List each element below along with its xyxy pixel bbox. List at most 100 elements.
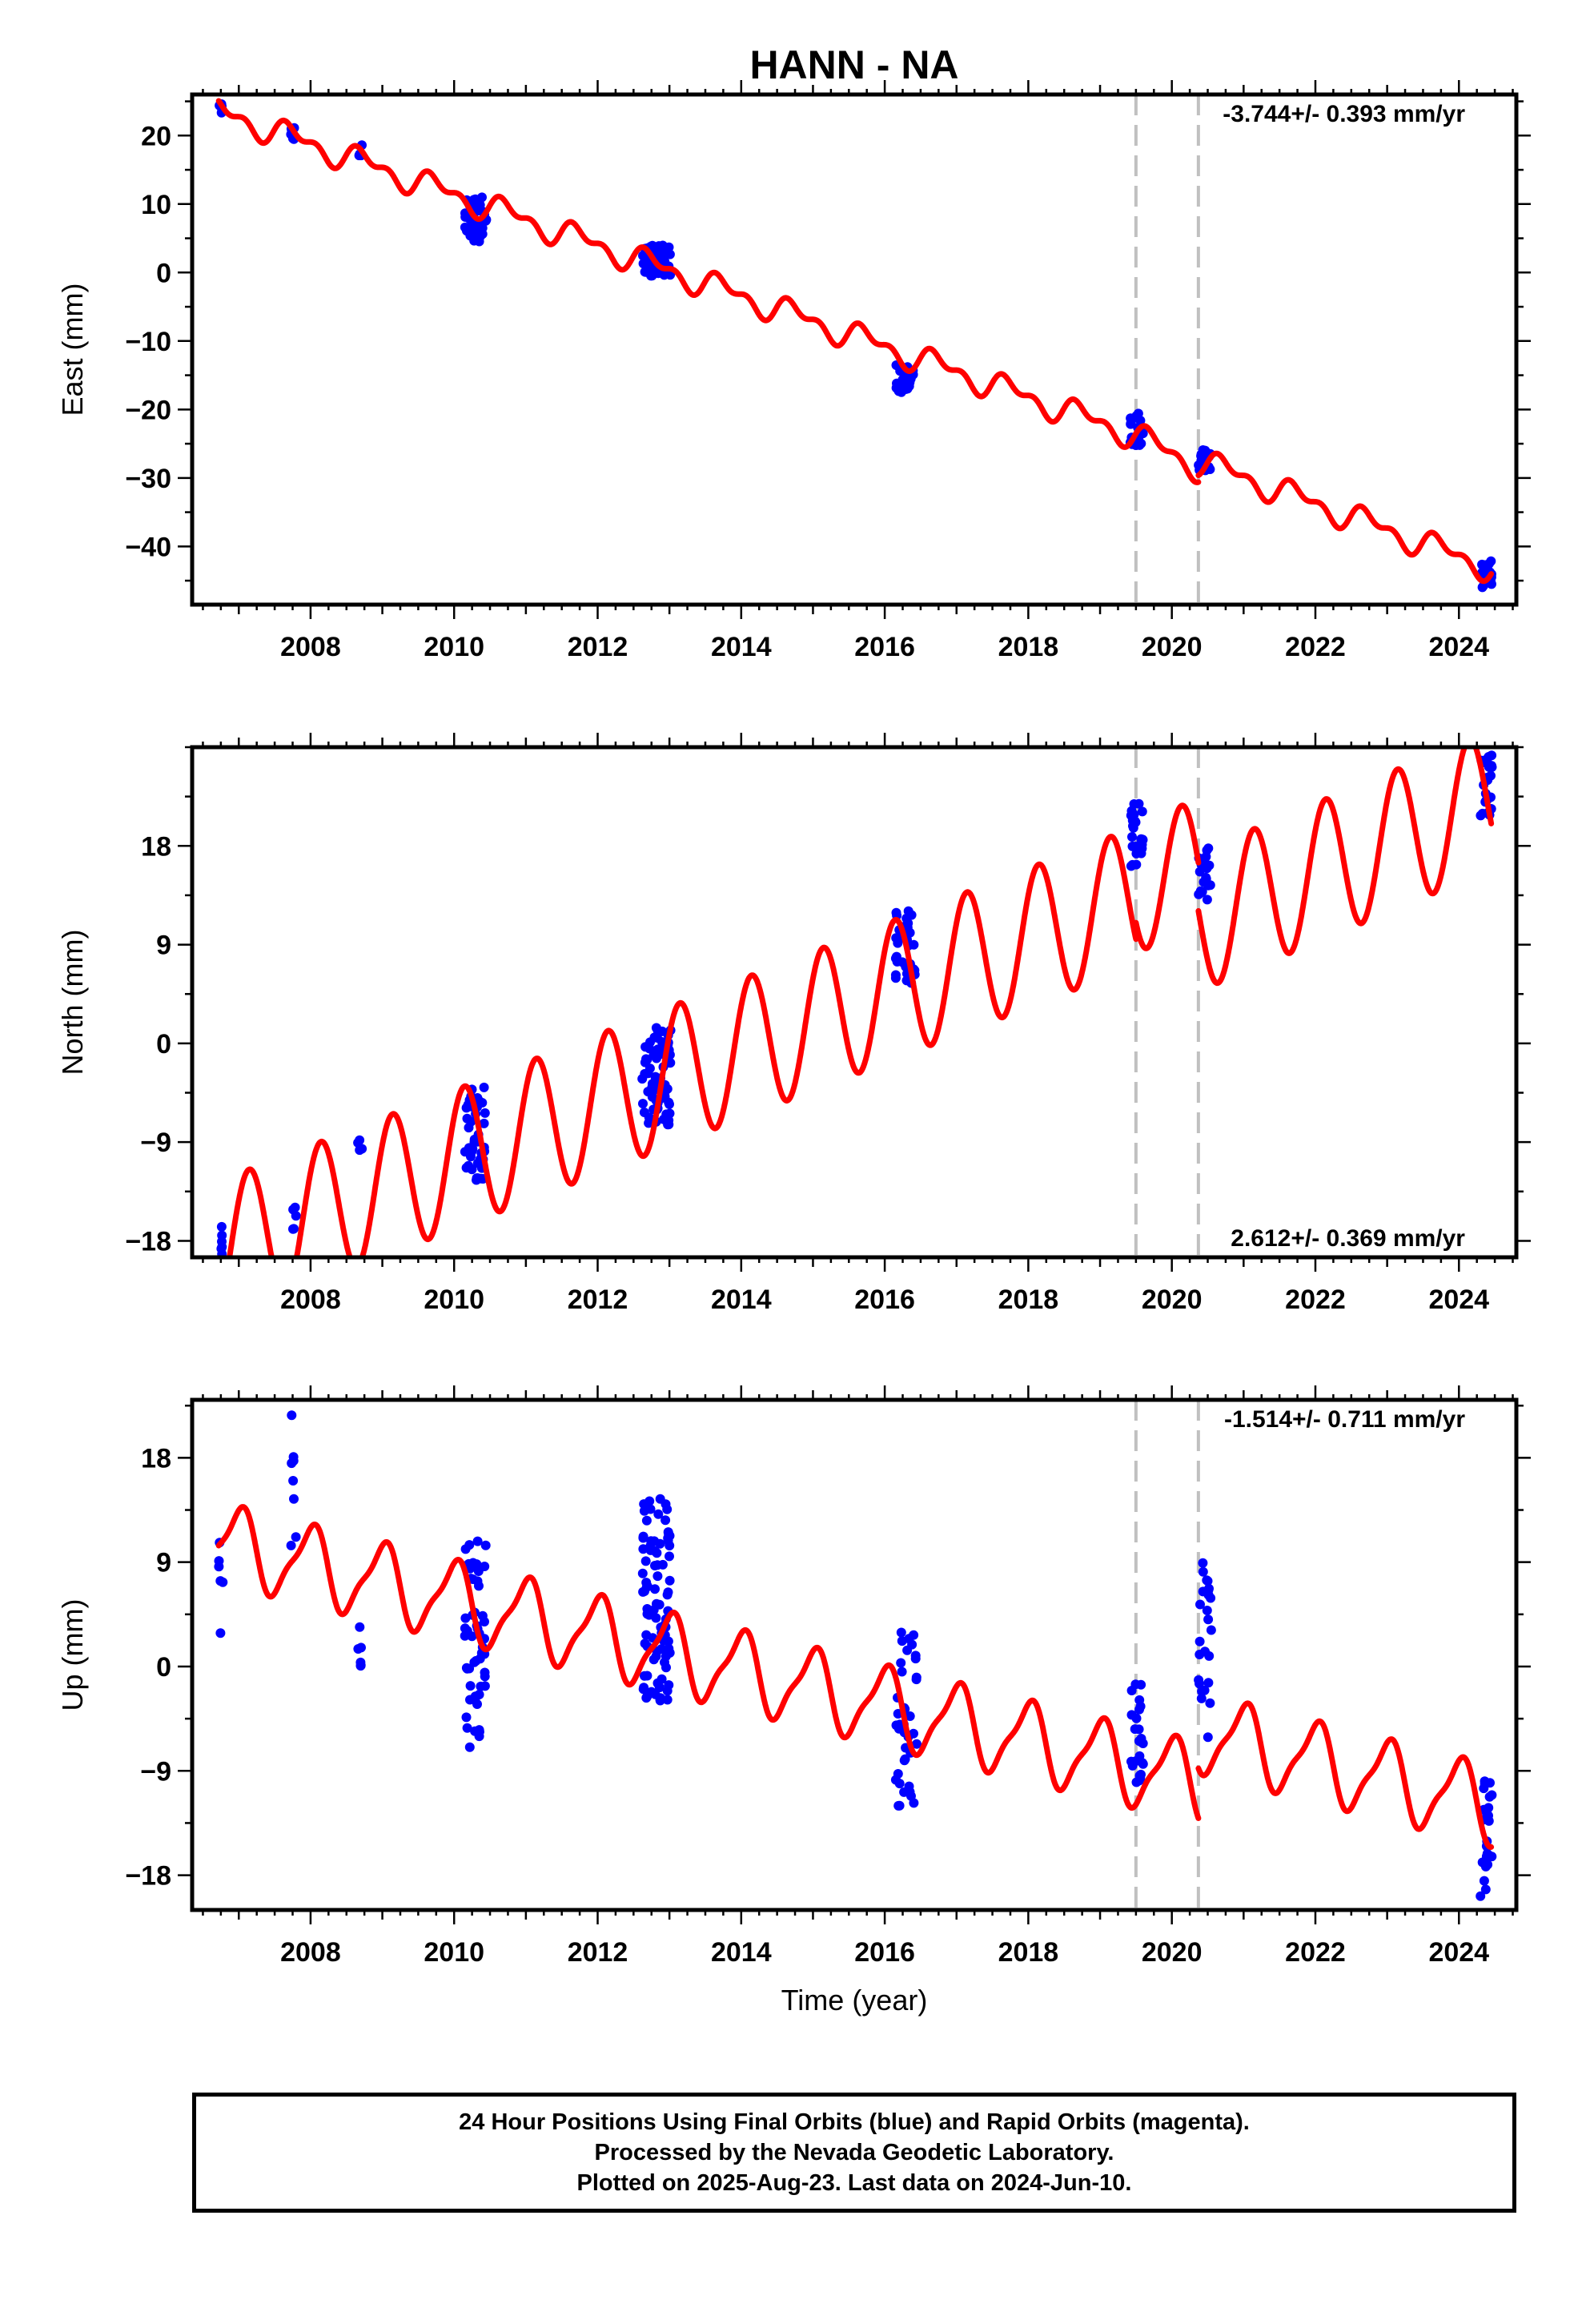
data-point xyxy=(1136,1679,1146,1690)
y-tick-label: 18 xyxy=(141,831,171,862)
data-point xyxy=(480,1681,490,1691)
data-points xyxy=(215,99,1496,593)
data-point xyxy=(652,1025,663,1035)
data-point xyxy=(1480,1861,1491,1872)
data-point xyxy=(465,1695,475,1705)
data-point xyxy=(1131,1713,1142,1723)
data-point xyxy=(1195,1636,1205,1647)
data-point xyxy=(288,1452,299,1462)
data-point xyxy=(899,1787,909,1797)
data-point xyxy=(654,1683,665,1693)
data-point xyxy=(1134,1704,1144,1715)
data-point xyxy=(475,199,485,210)
data-point xyxy=(641,1693,652,1703)
data-point xyxy=(1481,1852,1492,1862)
x-tick-label: 2020 xyxy=(1142,1937,1203,1968)
data-point xyxy=(467,1164,477,1175)
model-fit-line xyxy=(1195,450,1495,585)
x-tick-label: 2008 xyxy=(280,1937,341,1968)
data-point xyxy=(1205,1698,1215,1708)
x-axis-title: Time (year) xyxy=(781,1984,928,2016)
data-point xyxy=(906,910,917,920)
data-point xyxy=(640,1057,650,1068)
data-point xyxy=(460,1630,470,1641)
x-tick-label: 2010 xyxy=(424,1285,484,1315)
data-point xyxy=(891,951,901,962)
x-tick-label: 2024 xyxy=(1428,632,1489,662)
data-point xyxy=(904,1634,914,1644)
x-tick-label: 2014 xyxy=(711,632,772,662)
y-tick-label: 18 xyxy=(141,1443,171,1474)
data-point xyxy=(662,1504,673,1514)
data-point xyxy=(465,1681,476,1691)
model-curves xyxy=(215,98,1495,585)
data-point xyxy=(665,270,676,280)
model-fit-line xyxy=(215,98,1139,450)
data-point xyxy=(289,1224,299,1234)
data-point xyxy=(480,1108,490,1118)
x-tick-label: 2016 xyxy=(854,632,915,662)
data-point xyxy=(640,1671,649,1681)
data-point xyxy=(1202,895,1212,905)
model-curves xyxy=(227,747,1495,1257)
data-point xyxy=(656,1674,667,1684)
data-point xyxy=(1203,1678,1214,1688)
data-point xyxy=(653,1509,664,1519)
data-point xyxy=(460,1544,471,1554)
x-tick-label: 2018 xyxy=(998,632,1059,662)
data-point xyxy=(893,1800,904,1811)
panel-up: 2008 2010 2012 2014 2016 2018 2020 2022 2024 −18 −… xyxy=(56,1385,1531,1968)
footer-line-1: 24 Hour Positions Using Final Orbits (bl… xyxy=(459,2109,1250,2135)
x-tick-label: 2022 xyxy=(1285,1937,1346,1968)
data-point xyxy=(1479,1876,1489,1886)
x-tick-label: 2020 xyxy=(1142,632,1203,662)
data-point xyxy=(655,1538,665,1549)
data-point xyxy=(905,927,915,938)
rate-label: -1.514+/- 0.711 mm/yr xyxy=(1224,1406,1465,1433)
data-point xyxy=(664,1680,674,1691)
data-point xyxy=(218,1577,228,1587)
data-point xyxy=(651,1651,661,1662)
data-point xyxy=(355,1661,366,1671)
data-point xyxy=(1202,863,1212,874)
data-point xyxy=(893,1723,904,1734)
data-point xyxy=(638,1531,648,1542)
data-point xyxy=(665,1551,674,1562)
data-point xyxy=(1198,1566,1208,1577)
data-point xyxy=(896,1627,906,1638)
data-point xyxy=(1480,1776,1490,1787)
data-point xyxy=(1136,438,1146,448)
data-point xyxy=(656,1644,667,1655)
data-point xyxy=(472,1536,483,1546)
data-point xyxy=(288,1476,299,1486)
data-point xyxy=(1202,845,1212,855)
data-point xyxy=(644,1118,654,1128)
data-point xyxy=(899,1755,909,1766)
x-tick-label: 2010 xyxy=(424,1937,484,1968)
data-point xyxy=(1477,560,1488,570)
data-point xyxy=(1476,1891,1486,1901)
data-point xyxy=(638,251,648,261)
data-point xyxy=(652,1033,662,1043)
model-fit-line xyxy=(215,1504,1139,1811)
data-point xyxy=(1137,839,1147,850)
x-tick-label: 2016 xyxy=(854,1285,915,1315)
y-tick-label: 20 xyxy=(141,121,171,151)
y-tick-label: −18 xyxy=(125,1861,171,1892)
data-point xyxy=(638,1099,648,1109)
panel-frame xyxy=(190,1397,1519,1912)
data-point xyxy=(657,1559,668,1570)
data-point xyxy=(479,1118,489,1128)
data-point xyxy=(663,1533,673,1543)
data-point xyxy=(355,1622,365,1632)
data-point xyxy=(291,1532,301,1542)
model-fit-line xyxy=(1133,802,1202,951)
model-fit-line xyxy=(1133,1732,1202,1821)
data-point xyxy=(480,1540,491,1550)
data-point xyxy=(1127,815,1138,826)
data-point xyxy=(1196,1693,1207,1703)
data-points xyxy=(214,1410,1497,1901)
x-tick-label: 2024 xyxy=(1428,1937,1489,1968)
model-fit-line xyxy=(1133,423,1202,485)
data-point xyxy=(642,1609,652,1619)
